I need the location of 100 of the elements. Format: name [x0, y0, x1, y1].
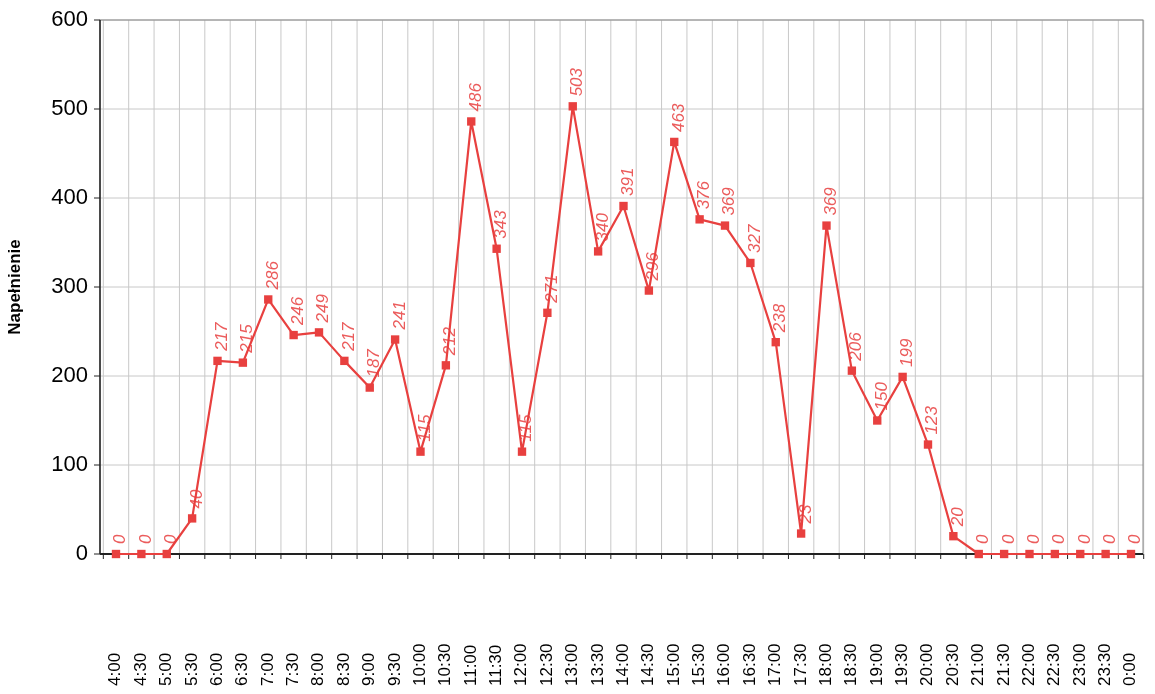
point	[314, 328, 324, 337]
x-tick-label: 8:00	[308, 652, 328, 686]
point	[568, 102, 577, 111]
data-label: 0	[973, 534, 993, 544]
data-label: 0	[135, 534, 155, 544]
data-label: 271	[541, 274, 561, 304]
point	[390, 335, 400, 344]
x-tick-label: 16:00	[714, 643, 734, 686]
point	[137, 549, 146, 559]
x-tick-label: 6:00	[206, 652, 226, 686]
y-tick-label: 600	[51, 5, 88, 31]
point	[974, 549, 983, 559]
point	[365, 383, 374, 392]
x-tick-label: 4:30	[130, 652, 150, 686]
data-label: 206	[846, 331, 866, 362]
point	[720, 221, 730, 230]
point	[746, 258, 755, 268]
point	[467, 117, 476, 126]
data-label: 343	[491, 209, 511, 239]
point	[340, 356, 349, 366]
point	[949, 532, 958, 541]
data-label: 376	[694, 180, 714, 210]
point	[670, 137, 679, 147]
point	[492, 244, 501, 253]
point	[441, 361, 451, 370]
data-label: 123	[922, 405, 942, 435]
data-label: 0	[110, 534, 130, 544]
data-label: 0	[161, 534, 181, 544]
point	[796, 529, 806, 538]
x-tick-label: 12:00	[511, 643, 531, 686]
point	[847, 366, 857, 375]
data-label: 327	[744, 224, 764, 253]
data-label: 369	[820, 186, 840, 216]
data-label: 340	[592, 212, 612, 242]
x-tick-label: 21:00	[968, 643, 988, 686]
y-tick-label: 500	[51, 94, 88, 120]
x-tick-label: 4:00	[105, 652, 125, 686]
data-label: 0	[1100, 534, 1120, 544]
point	[873, 416, 882, 425]
x-tick-label: 18:00	[815, 643, 835, 686]
y-tick-label: 400	[51, 183, 88, 209]
x-tick-label: 17:30	[790, 643, 810, 686]
data-label: 0	[998, 534, 1018, 544]
data-label: 150	[871, 381, 891, 411]
data-label: 217	[211, 321, 231, 352]
point	[187, 514, 197, 523]
x-tick-label: 18:30	[841, 643, 861, 686]
point	[289, 330, 298, 340]
y-tick-label: 100	[51, 450, 88, 476]
x-tick-label: 20:30	[942, 643, 962, 686]
point	[1126, 549, 1136, 559]
point	[593, 247, 603, 256]
point	[999, 549, 1009, 559]
data-label: 486	[465, 82, 485, 112]
x-tick-label: 13:00	[562, 643, 582, 686]
data-label: 249	[313, 293, 333, 324]
point	[213, 356, 222, 366]
data-label: 369	[719, 186, 739, 216]
point	[1025, 549, 1034, 559]
x-tick-label: 10:30	[435, 643, 455, 686]
data-label: 0	[1023, 534, 1043, 544]
x-tick-label: 19:00	[866, 643, 886, 686]
x-tick-label: 9:00	[359, 652, 379, 686]
data-label: 241	[389, 301, 409, 331]
y-axis-title: Napełnienie	[5, 239, 24, 335]
data-label: 286	[262, 260, 282, 291]
y-tick-label: 0	[75, 539, 88, 565]
x-tick-label: 21:30	[993, 643, 1013, 686]
x-tick-label: 10:00	[409, 643, 429, 686]
data-label: 391	[617, 167, 637, 197]
point	[1076, 549, 1085, 559]
data-label: 246	[288, 296, 308, 327]
x-tick-label: 17:00	[765, 643, 785, 686]
x-tick-label: 12:30	[536, 643, 556, 686]
point	[238, 358, 248, 367]
point	[264, 295, 273, 304]
x-tick-label: 0:00	[1120, 652, 1140, 686]
point	[695, 215, 704, 224]
x-tick-label: 14:00	[612, 643, 632, 686]
x-tick-label: 15:00	[663, 643, 683, 686]
x-tick-label: 23:00	[1069, 643, 1089, 686]
x-tick-label: 11:30	[486, 644, 506, 686]
x-tick-label: 7:30	[283, 652, 303, 686]
x-tick-label: 22:30	[1044, 643, 1064, 686]
data-label: 503	[567, 67, 587, 97]
data-label: 0	[1125, 534, 1145, 544]
point	[619, 201, 628, 211]
point	[1050, 549, 1060, 559]
data-label: 217	[338, 321, 358, 352]
data-label: 0	[1049, 534, 1069, 544]
x-tick-label: 5:30	[181, 652, 201, 686]
point	[771, 338, 780, 347]
point	[898, 372, 907, 382]
point	[517, 447, 527, 456]
x-tick-label: 20:00	[917, 643, 937, 686]
data-label: 463	[668, 103, 688, 132]
point	[822, 221, 831, 230]
data-label: 0	[1074, 534, 1094, 544]
point	[111, 549, 121, 559]
x-tick-label: 8:30	[333, 652, 353, 686]
